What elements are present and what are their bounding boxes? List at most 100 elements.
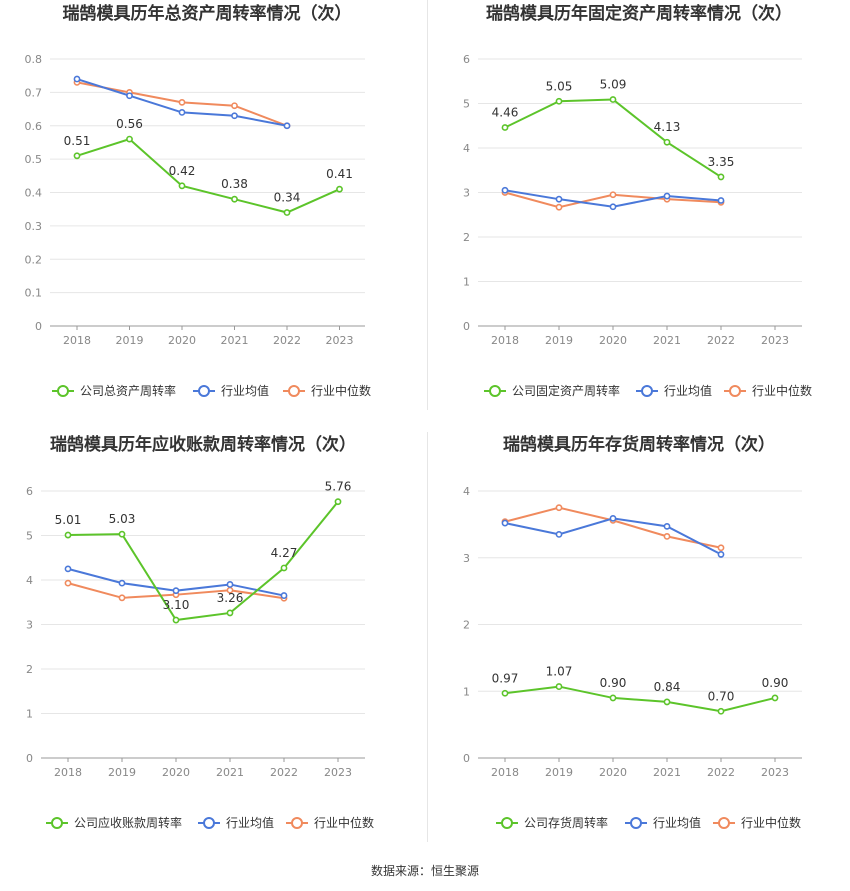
x-tick-label: 2020 xyxy=(168,334,196,347)
y-tick-label: 3 xyxy=(26,619,33,632)
data-label: 5.01 xyxy=(55,513,82,527)
y-tick-label: 4 xyxy=(463,485,470,498)
y-tick-label: 5 xyxy=(463,98,470,111)
x-tick-label: 2019 xyxy=(545,766,573,779)
data-point-avg xyxy=(501,519,509,527)
y-tick-label: 0.2 xyxy=(25,253,43,266)
legend-item-avg: 行业均值 xyxy=(636,383,712,398)
data-label: 0.70 xyxy=(708,689,735,703)
y-tick-label: 4 xyxy=(463,142,470,155)
data-point-company xyxy=(663,138,671,146)
data-label: 0.42 xyxy=(169,164,196,178)
legend-marker xyxy=(291,817,303,829)
legend-marker xyxy=(641,385,653,397)
legend-marker xyxy=(489,385,501,397)
series-line-median xyxy=(504,506,722,549)
legend-label: 行业均值 xyxy=(226,815,274,830)
legend-marker xyxy=(57,385,69,397)
y-tick-label: 0.6 xyxy=(25,120,43,133)
legend-label: 公司总资产周转率 xyxy=(80,383,176,398)
data-point-avg xyxy=(555,530,563,538)
x-tick-label: 2018 xyxy=(63,334,91,347)
y-tick-label: 1 xyxy=(26,708,33,721)
legend-item-avg: 行业均值 xyxy=(193,383,269,398)
series-line-company xyxy=(504,98,722,178)
legend-label: 行业中位数 xyxy=(311,383,371,398)
data-label: 4.13 xyxy=(654,120,681,134)
legend-marker xyxy=(630,817,642,829)
legend-item-median: 行业中位数 xyxy=(724,383,812,398)
data-point-company xyxy=(771,694,779,702)
data-label: 3.35 xyxy=(708,155,735,169)
y-tick-label: 5 xyxy=(26,530,33,543)
data-point-avg xyxy=(609,514,617,522)
y-tick-label: 4 xyxy=(26,574,33,587)
series-line-company xyxy=(504,685,776,713)
x-tick-label: 2021 xyxy=(653,334,681,347)
x-tick-label: 2022 xyxy=(273,334,301,347)
chart-title: 瑞鹄模具历年总资产周转率情况（次） xyxy=(63,3,352,24)
data-point-avg xyxy=(501,186,509,194)
data-point-median xyxy=(64,579,72,587)
data-label: 5.76 xyxy=(325,480,352,494)
data-point-company xyxy=(226,609,234,617)
legend-label: 行业均值 xyxy=(653,815,701,830)
data-point-median xyxy=(555,203,563,211)
legend-label: 行业中位数 xyxy=(752,383,812,398)
data-point-avg xyxy=(64,565,72,573)
series-line-avg xyxy=(504,517,722,556)
chart-title: 瑞鹄模具历年固定资产周转率情况（次） xyxy=(486,3,792,24)
data-point-company xyxy=(172,616,180,624)
data-point-company xyxy=(609,694,617,702)
vertical-divider xyxy=(427,0,428,410)
data-point-avg xyxy=(663,192,671,200)
data-point-company xyxy=(64,531,72,539)
y-tick-label: 6 xyxy=(463,53,470,66)
x-tick-label: 2022 xyxy=(707,334,735,347)
y-tick-label: 0.1 xyxy=(25,287,43,300)
data-point-company xyxy=(231,195,238,203)
data-label: 0.97 xyxy=(492,671,519,685)
y-tick-label: 6 xyxy=(26,485,33,498)
y-tick-label: 3 xyxy=(463,552,470,565)
data-point-median xyxy=(231,102,238,110)
legend-marker xyxy=(718,817,730,829)
legend-item-avg: 行业均值 xyxy=(198,815,274,830)
legend-label: 公司存货周转率 xyxy=(524,815,608,830)
series-line-company xyxy=(67,501,339,622)
legend-marker xyxy=(198,385,210,397)
data-label: 1.07 xyxy=(546,665,573,679)
data-label: 0.90 xyxy=(600,676,627,690)
data-point-median xyxy=(178,98,186,106)
legend-label: 行业均值 xyxy=(664,383,712,398)
data-label: 0.38 xyxy=(221,177,248,191)
data-point-median xyxy=(555,504,563,512)
legend-item-company: 公司总资产周转率 xyxy=(52,383,176,398)
data-point-company xyxy=(118,530,126,538)
data-source-note: 数据来源：恒生聚源 xyxy=(370,864,479,878)
data-point-avg xyxy=(231,112,238,120)
y-tick-label: 2 xyxy=(463,619,470,632)
chart-title: 瑞鹄模具历年存货周转率情况（次） xyxy=(503,434,775,455)
y-tick-label: 0.3 xyxy=(25,220,43,233)
data-label: 0.84 xyxy=(654,680,681,694)
data-point-company xyxy=(73,152,81,160)
data-point-company xyxy=(717,173,725,181)
y-tick-label: 0 xyxy=(35,320,42,333)
legend-item-avg: 行业均值 xyxy=(625,815,701,830)
data-point-avg xyxy=(126,92,133,100)
data-point-median xyxy=(118,594,126,602)
x-tick-label: 2023 xyxy=(326,334,354,347)
series-line-company xyxy=(76,137,340,214)
data-point-avg xyxy=(172,587,180,595)
data-point-company xyxy=(501,689,509,697)
y-tick-label: 2 xyxy=(26,663,33,676)
data-label: 0.34 xyxy=(274,191,301,205)
x-tick-label: 2020 xyxy=(162,766,190,779)
legend-item-median: 行业中位数 xyxy=(286,815,374,830)
y-tick-label: 2 xyxy=(463,231,470,244)
vertical-divider xyxy=(427,432,428,842)
data-point-avg xyxy=(609,203,617,211)
x-tick-label: 2023 xyxy=(761,766,789,779)
x-tick-label: 2021 xyxy=(216,766,244,779)
